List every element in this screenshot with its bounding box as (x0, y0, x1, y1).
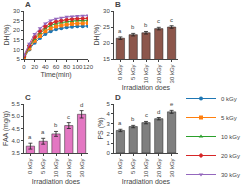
svg-text:15: 15 (103, 56, 110, 62)
svg-text:20 kGy: 20 kGy (66, 158, 72, 177)
svg-text:10: 10 (13, 47, 20, 53)
svg-text:10 kGy: 10 kGy (53, 158, 59, 177)
svg-text:b: b (144, 22, 148, 28)
svg-text:C: C (25, 93, 31, 102)
svg-text:c: c (67, 114, 70, 120)
svg-text:A: A (25, 0, 31, 9)
svg-text:120: 120 (83, 64, 94, 70)
svg-text:20 kGy: 20 kGy (156, 64, 162, 83)
svg-text:a: a (118, 28, 122, 34)
svg-text:20 kGy: 20 kGy (221, 153, 240, 159)
svg-text:a: a (118, 120, 122, 126)
svg-text:30: 30 (13, 8, 20, 14)
svg-text:PS (%): PS (%) (97, 117, 105, 139)
svg-text:5 kGy: 5 kGy (130, 158, 136, 174)
svg-text:b: b (131, 116, 135, 122)
svg-text:5.0: 5.0 (11, 113, 20, 119)
svg-text:40: 40 (42, 64, 49, 70)
svg-text:5 kGy: 5 kGy (40, 158, 46, 174)
svg-text:3: 3 (106, 121, 110, 127)
svg-text:20: 20 (13, 27, 20, 33)
svg-text:Time(min): Time(min) (40, 71, 71, 79)
svg-text:c: c (145, 112, 148, 118)
svg-text:5.5: 5.5 (11, 101, 20, 107)
svg-text:d: d (80, 102, 83, 108)
svg-text:25: 25 (13, 18, 20, 24)
svg-text:e: e (170, 101, 174, 107)
svg-text:20 kGy: 20 kGy (156, 158, 162, 177)
svg-text:30: 30 (103, 8, 110, 14)
svg-text:0 kGy: 0 kGy (27, 158, 33, 174)
svg-text:DH(%): DH(%) (93, 25, 101, 46)
svg-text:0: 0 (22, 64, 26, 70)
svg-text:D: D (115, 93, 121, 102)
svg-text:Irradiation does: Irradiation does (122, 84, 171, 91)
svg-text:30 kGy: 30 kGy (79, 158, 85, 177)
svg-text:5: 5 (106, 101, 110, 107)
svg-text:DH(%): DH(%) (3, 25, 11, 46)
svg-text:100: 100 (72, 64, 83, 70)
svg-text:c: c (170, 17, 173, 23)
svg-text:30 kGy: 30 kGy (169, 64, 175, 83)
svg-text:5: 5 (16, 56, 20, 62)
svg-text:FAA (mg/g): FAA (mg/g) (2, 111, 10, 146)
svg-text:2: 2 (106, 131, 110, 137)
svg-text:25: 25 (103, 24, 110, 30)
svg-text:3.5: 3.5 (11, 150, 20, 156)
svg-text:0 kGy: 0 kGy (117, 64, 123, 80)
svg-text:c: c (157, 18, 160, 24)
svg-text:80: 80 (63, 64, 70, 70)
svg-text:a: a (41, 129, 45, 135)
svg-text:15: 15 (13, 37, 20, 43)
svg-text:1: 1 (106, 140, 110, 146)
svg-text:10 kGy: 10 kGy (143, 158, 149, 177)
svg-text:4.0: 4.0 (11, 138, 20, 144)
svg-text:b: b (54, 122, 58, 128)
svg-text:4: 4 (106, 111, 110, 117)
svg-text:0 kGy: 0 kGy (117, 158, 123, 174)
svg-text:5 kGy: 5 kGy (221, 115, 237, 121)
svg-text:d: d (157, 109, 160, 115)
svg-text:0 kGy: 0 kGy (221, 96, 237, 102)
svg-text:20: 20 (31, 64, 38, 70)
svg-text:0: 0 (106, 150, 110, 156)
svg-text:30 kGy: 30 kGy (221, 172, 240, 178)
svg-text:a: a (28, 134, 32, 140)
svg-text:10 kGy: 10 kGy (221, 134, 240, 140)
svg-text:B: B (115, 0, 121, 9)
svg-text:60: 60 (53, 64, 60, 70)
svg-text:4.5: 4.5 (11, 126, 20, 132)
svg-text:b: b (131, 24, 135, 30)
svg-text:30 kGy: 30 kGy (169, 158, 175, 177)
svg-text:Irradiation does: Irradiation does (122, 178, 171, 185)
svg-text:10 kGy: 10 kGy (143, 64, 149, 83)
svg-text:5 kGy: 5 kGy (130, 64, 136, 80)
svg-text:20: 20 (103, 40, 110, 46)
svg-text:Irradiation does: Irradiation does (32, 178, 81, 185)
